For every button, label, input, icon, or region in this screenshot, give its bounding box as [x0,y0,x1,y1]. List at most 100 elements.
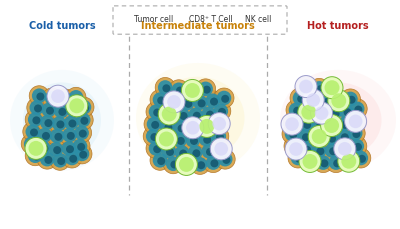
Circle shape [30,100,44,115]
Circle shape [53,146,61,154]
Circle shape [73,94,81,102]
Circle shape [64,115,78,130]
Circle shape [191,124,199,132]
Circle shape [324,80,340,95]
Circle shape [143,126,163,146]
Circle shape [319,110,327,118]
Circle shape [342,146,350,154]
Circle shape [159,131,174,147]
Circle shape [25,146,45,166]
Circle shape [62,96,70,104]
Circle shape [70,136,90,156]
Circle shape [185,83,200,98]
Circle shape [306,109,314,117]
Ellipse shape [23,82,101,158]
Circle shape [186,133,200,147]
Circle shape [176,155,196,175]
Circle shape [301,105,316,120]
Circle shape [166,148,174,156]
Circle shape [159,141,179,161]
Circle shape [324,118,339,133]
Circle shape [345,110,367,132]
Circle shape [173,13,187,27]
Circle shape [159,104,179,124]
Circle shape [66,145,74,153]
Circle shape [302,89,324,111]
Circle shape [120,15,130,25]
Circle shape [310,97,318,105]
Circle shape [118,13,132,27]
Circle shape [340,89,360,109]
Circle shape [299,142,313,156]
Circle shape [33,138,53,158]
Circle shape [316,147,324,155]
Circle shape [172,133,187,147]
Circle shape [29,86,49,106]
Circle shape [193,95,208,110]
Circle shape [177,137,185,145]
Circle shape [184,100,192,108]
Circle shape [25,109,45,130]
Circle shape [322,115,342,136]
Circle shape [67,132,75,140]
Circle shape [40,152,54,166]
Circle shape [54,133,62,141]
Circle shape [166,111,174,119]
Circle shape [164,92,184,112]
Circle shape [285,127,299,141]
Circle shape [28,141,44,156]
Circle shape [295,126,315,147]
Circle shape [23,122,43,142]
Circle shape [325,143,339,158]
Circle shape [290,119,298,127]
Circle shape [59,138,79,158]
Circle shape [288,148,308,168]
Circle shape [346,158,354,166]
Circle shape [347,99,367,119]
Circle shape [42,88,62,108]
Circle shape [197,161,205,169]
Circle shape [184,117,204,138]
Circle shape [289,103,303,117]
Circle shape [21,134,41,154]
Ellipse shape [136,63,260,173]
Circle shape [309,78,329,98]
Circle shape [149,141,163,156]
Circle shape [214,142,228,156]
Circle shape [299,80,313,93]
Circle shape [77,100,91,114]
Circle shape [81,104,89,112]
Circle shape [164,123,172,131]
Circle shape [322,140,342,161]
Circle shape [196,115,218,137]
Circle shape [57,157,65,165]
Circle shape [32,88,46,103]
Circle shape [190,87,198,95]
Circle shape [210,98,218,106]
Circle shape [323,98,331,106]
Circle shape [332,110,340,118]
Circle shape [146,102,166,122]
Circle shape [332,93,346,108]
Circle shape [24,136,38,151]
Circle shape [175,108,190,123]
Circle shape [176,87,184,95]
Text: Tumor cell: Tumor cell [134,15,173,24]
Circle shape [162,107,176,121]
Circle shape [315,135,323,143]
Circle shape [286,100,306,120]
Circle shape [74,125,89,140]
Circle shape [123,17,129,23]
Circle shape [73,110,93,130]
Circle shape [206,93,220,108]
Circle shape [344,108,352,116]
Circle shape [309,140,329,161]
Circle shape [206,148,214,156]
Circle shape [196,79,216,99]
Circle shape [343,92,358,106]
Circle shape [79,130,87,138]
Circle shape [164,136,172,144]
Circle shape [229,13,243,27]
Circle shape [49,95,57,103]
Circle shape [175,15,185,25]
